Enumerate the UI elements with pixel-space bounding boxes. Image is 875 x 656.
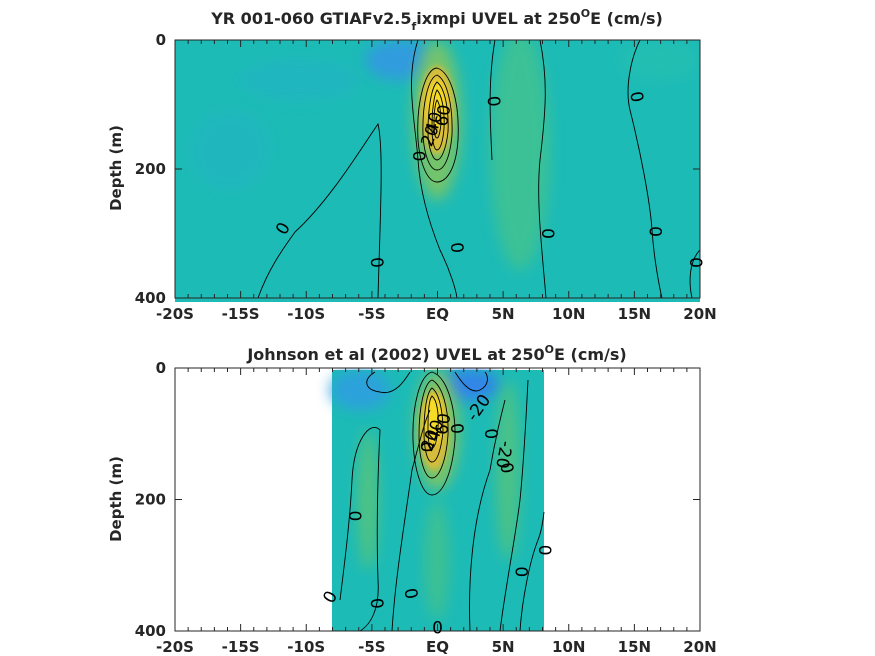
top-chart-title: YR 001-060 GTIAFv2.5fixmpi UVEL at 250OE…	[210, 7, 663, 33]
top-y-axis: 0 200 400	[135, 31, 700, 307]
bottom-contour-label: 0	[399, 587, 421, 601]
top-y-axis-label: Depth (m)	[107, 125, 125, 211]
top-contour-label: 0	[644, 226, 664, 237]
top-x-tick-label: EQ	[426, 305, 449, 323]
bottom-contour-label: -20	[491, 439, 516, 470]
top-contour-label: 0	[446, 242, 467, 255]
top-x-tick-label: -20S	[156, 305, 194, 323]
bottom-x-tick-label: 10N	[552, 638, 585, 656]
top-x-tick-label: 15N	[618, 305, 651, 323]
top-contour-label: 0	[625, 90, 647, 104]
top-y-tick-label: 400	[135, 289, 166, 307]
bottom-panel: Johnson et al (2002) UVEL at 250OE (cm/s…	[107, 343, 717, 656]
bottom-chart-title: Johnson et al (2002) UVEL at 250OE (cm/s…	[246, 343, 626, 364]
bottom-contour-label: 0	[534, 545, 554, 556]
bottom-x-tick-label: -10S	[287, 638, 325, 656]
bottom-contour-label: 0	[446, 422, 467, 435]
bottom-contour-label: 0	[366, 597, 387, 610]
top-y-tick-label: 200	[135, 160, 166, 178]
top-contours	[257, 40, 700, 299]
bottom-contour-label: 0	[511, 566, 531, 577]
top-contour-label: 0	[685, 257, 705, 268]
bottom-contours	[339, 371, 545, 631]
bottom-heatmap	[330, 369, 545, 631]
top-panel: YR 001-060 GTIAFv2.5fixmpi UVEL at 250OE…	[107, 7, 717, 323]
bottom-x-tick-label: -20S	[156, 638, 194, 656]
top-contour-label: 0	[366, 256, 387, 269]
top-y-tick-label: 0	[156, 31, 166, 49]
top-x-tick-label: 5N	[492, 305, 515, 323]
bottom-y-axis: 0 200 400	[135, 359, 700, 640]
top-x-tick-label: -15S	[222, 305, 260, 323]
bottom-contour-label: 0	[416, 441, 436, 452]
bottom-x-tick-label: 20N	[683, 638, 716, 656]
top-contour-label: 0	[408, 151, 428, 162]
top-contour-label: 0	[537, 228, 557, 239]
top-x-tick-label: 20N	[683, 305, 716, 323]
top-contour-label: 0	[483, 95, 504, 108]
bottom-x-tick-label: 15N	[618, 638, 651, 656]
top-x-tick-label: -5S	[358, 305, 385, 323]
bottom-x-tick-label: EQ	[426, 638, 449, 656]
bottom-contour-label: 0	[344, 511, 364, 522]
bottom-y-tick-label: 0	[156, 359, 166, 377]
bottom-contour-label: 0	[480, 428, 501, 441]
top-contour-label: 60	[432, 103, 455, 128]
bottom-x-tick-label: 5N	[492, 638, 515, 656]
bottom-x-axis: -20S -15S -10S -5S EQ 5N 10N 15N 20N	[156, 368, 717, 656]
bottom-y-axis-label: Depth (m)	[107, 456, 125, 542]
bottom-y-tick-label: 200	[135, 491, 166, 509]
bottom-y-tick-label: 400	[135, 622, 166, 640]
top-x-tick-label: 10N	[552, 305, 585, 323]
bottom-x-tick-label: -5S	[358, 638, 385, 656]
bottom-contour-label: 60	[432, 412, 455, 437]
bottom-x-tick-label: -15S	[222, 638, 260, 656]
top-heatmap	[175, 40, 700, 302]
top-x-tick-label: -10S	[287, 305, 325, 323]
top-x-axis: -20S -15S -10S -5S EQ 5N 10N 15N 20N	[156, 40, 717, 323]
bottom-contour-label: 0	[495, 461, 517, 475]
